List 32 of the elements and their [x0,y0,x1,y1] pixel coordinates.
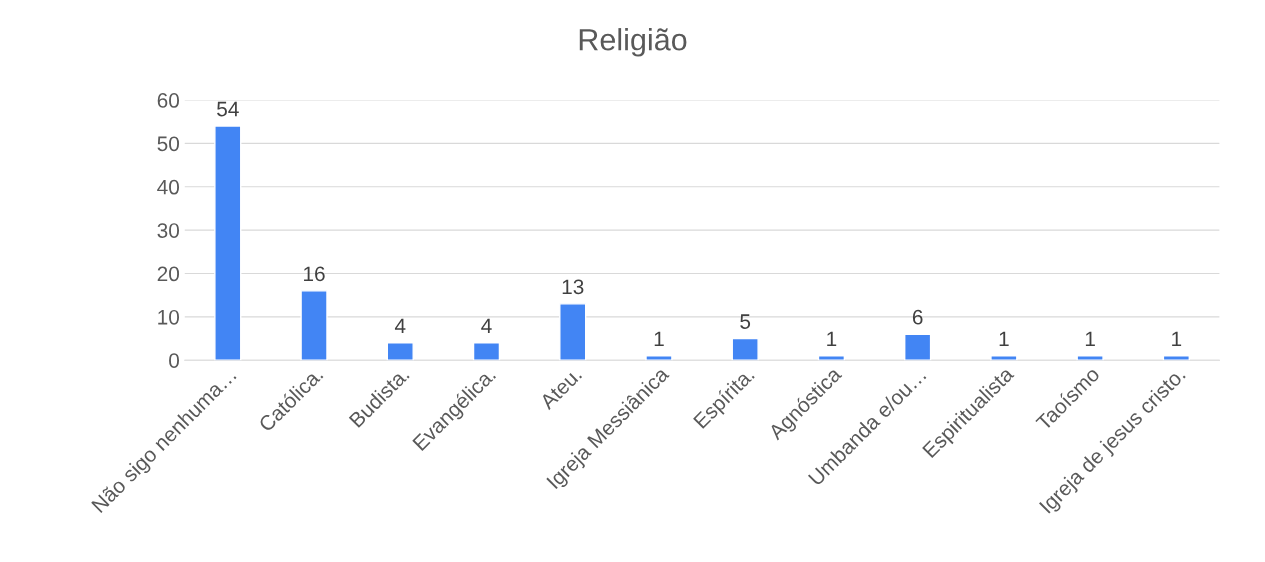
data-label: 6 [912,309,923,325]
data-label: 1 [654,331,664,347]
y-tick-label: 60 [157,93,180,108]
bar [817,355,846,361]
bar [904,333,932,361]
y-tick-label: 40 [157,179,180,195]
chart-title: Religião [579,28,687,57]
y-tick-label: 50 [157,136,180,152]
y-tick-label: 30 [157,223,180,238]
data-label: 1 [827,331,837,347]
data-label: 13 [562,279,584,295]
bar [1076,355,1104,361]
bar [386,342,414,361]
bar [645,355,673,361]
bar [214,125,242,361]
bar [731,337,759,361]
y-tick-label: 0 [169,353,180,368]
bar [472,342,501,361]
y-tick-label: 20 [157,266,180,282]
bar [1162,355,1190,361]
data-label: 16 [304,266,325,282]
bar [990,355,1018,361]
bar [300,290,328,361]
data-label: 1 [999,331,1009,347]
data-label: 4 [481,318,492,334]
data-label: 4 [394,318,406,334]
data-label: 5 [740,314,751,329]
data-label: 1 [1172,331,1182,347]
data-label: 54 [217,101,239,117]
bar [559,303,587,361]
data-label: 1 [1085,331,1095,347]
y-tick-label: 10 [158,309,180,325]
